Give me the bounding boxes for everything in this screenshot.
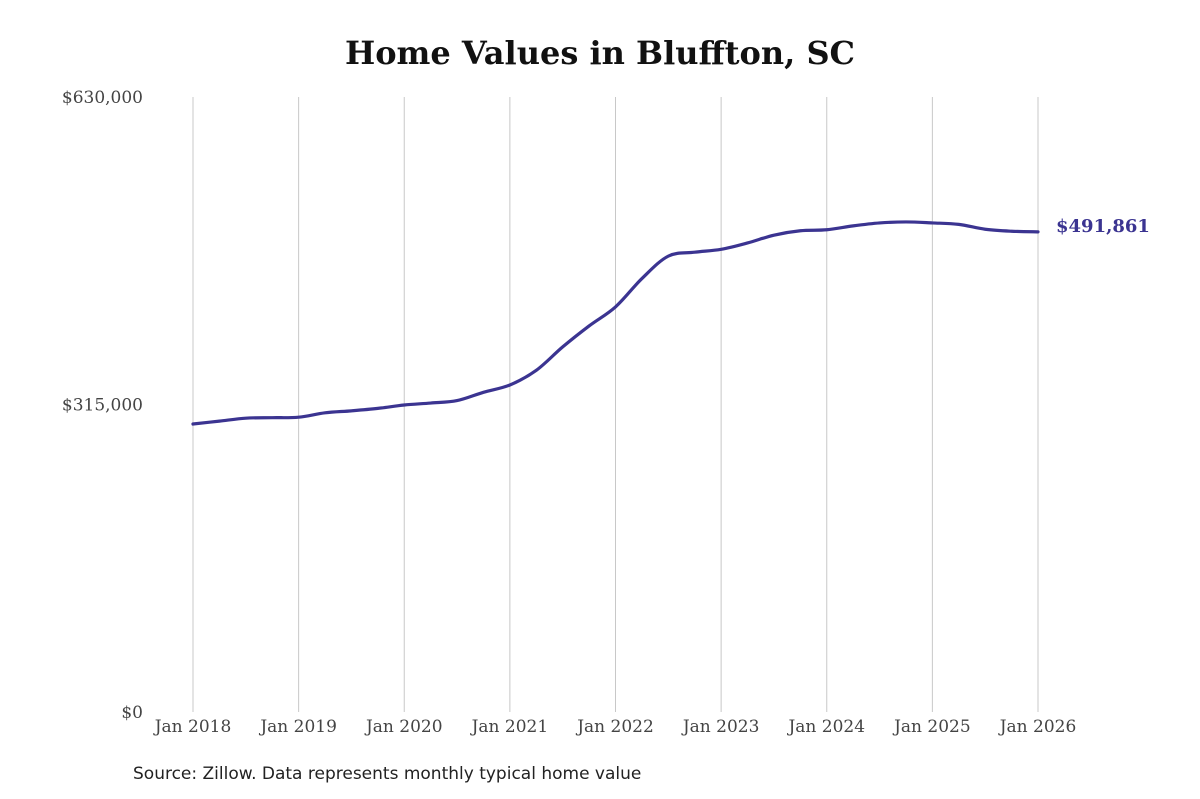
x-tick-label: Jan 2025 — [892, 717, 971, 737]
y-axis-ticks: $0 $315,000 $630,000 — [62, 88, 143, 723]
x-tick-label: Jan 2019 — [258, 717, 337, 737]
end-value-label: $491,861 — [1056, 216, 1150, 237]
y-tick-label: $630,000 — [62, 88, 143, 108]
x-tick-label: Jan 2020 — [364, 717, 443, 737]
source-note: Source: Zillow. Data represents monthly … — [133, 764, 642, 784]
x-tick-label: Jan 2022 — [575, 717, 654, 737]
series-line — [191, 220, 1040, 426]
x-axis-ticks: Jan 2018 Jan 2019 Jan 2020 Jan 2021 Jan 2022… — [153, 717, 1077, 737]
chart-title: Home Values in Bluffton, SC — [344, 34, 856, 72]
gridlines — [192, 97, 1039, 712]
x-tick-label: Jan 2018 — [153, 717, 232, 737]
y-tick-label: $315,000 — [62, 396, 143, 416]
y-tick-label: $0 — [121, 703, 143, 723]
x-tick-label: Jan 2026 — [998, 717, 1077, 737]
series-layer — [191, 220, 1040, 426]
end-label-layer: $491,861 — [1056, 216, 1150, 237]
x-tick-label: Jan 2024 — [786, 717, 865, 737]
x-tick-label: Jan 2023 — [681, 717, 760, 737]
x-tick-label: Jan 2021 — [470, 717, 549, 737]
